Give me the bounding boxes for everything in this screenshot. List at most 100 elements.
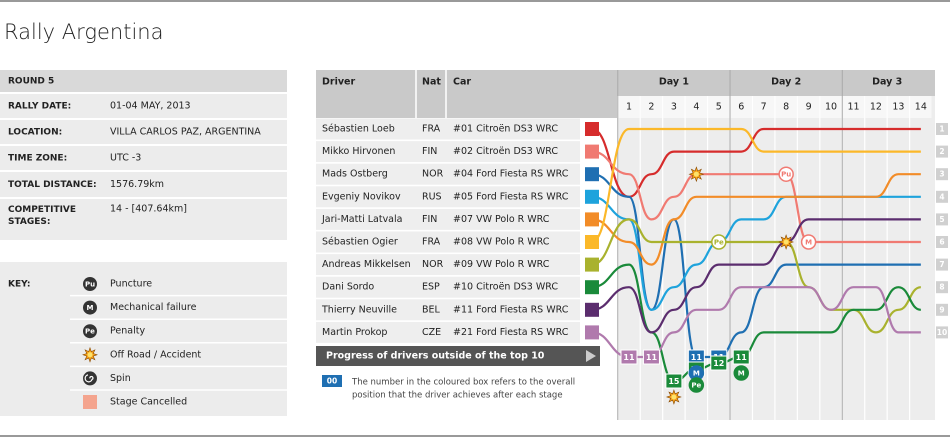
driver-nat: NOR [422, 169, 444, 180]
column-header: Driver [322, 77, 355, 88]
event-icon [800, 234, 817, 250]
info-row [0, 94, 287, 118]
rank-label: 6 [939, 238, 944, 247]
rank-box [936, 213, 948, 226]
rank-label: 4 [939, 192, 944, 201]
rank-box [936, 258, 948, 271]
driver-car: #04 Ford Fiesta RS WRC [453, 169, 569, 180]
event-icon-text: Pu [781, 171, 791, 179]
info-value: 01-04 MAY, 2013 [110, 101, 191, 112]
progress-bar [316, 346, 600, 366]
stage-cell [842, 96, 865, 118]
driver-name: Mikko Hirvonen [322, 146, 395, 157]
driver-row [316, 254, 580, 276]
rank-label: 7 [939, 260, 944, 269]
position-line [591, 173, 921, 266]
driver-car: #11 Ford Fiesta RS WRC [453, 304, 569, 315]
position-line [591, 127, 921, 198]
info-value: UTC -3 [110, 153, 141, 164]
driver-car: #02 Citroën DS3 WRC [453, 146, 558, 157]
event-icon-text: M [693, 370, 700, 378]
start-box [585, 302, 599, 317]
stage-label: 1 [626, 102, 632, 113]
key-label: Puncture [110, 279, 152, 290]
key-icon [83, 324, 97, 339]
rank-box [936, 168, 948, 181]
stage-cell [730, 96, 752, 118]
driver-car: #09 VW Polo R WRC [453, 259, 550, 270]
position-box-text: 11 [646, 353, 658, 362]
stage-label: 9 [806, 102, 812, 113]
driver-nat: CZE [422, 327, 441, 338]
stage-label: 2 [648, 102, 654, 113]
start-box [585, 144, 599, 159]
position-line [591, 127, 921, 244]
rank-box [936, 281, 948, 294]
start-box [585, 189, 599, 204]
event-icon-text: M [805, 239, 812, 247]
driver-car: #10 Citroën DS3 WRC [453, 282, 558, 293]
driver-row [316, 276, 580, 298]
start-box [585, 257, 599, 272]
event-icon-text: M [738, 370, 745, 378]
day-label: Day 3 [872, 77, 902, 88]
info-label: TIME ZONE: [8, 154, 67, 164]
driver-car: #01 Citroën DS3 WRC [453, 124, 558, 135]
stage-cell [797, 96, 820, 118]
stage-cell [618, 96, 640, 118]
event-icon-text: Pe [714, 239, 724, 247]
event-icon-text: Pe [691, 382, 701, 390]
driver-row [316, 299, 580, 321]
info-value: 14 - [407.64km] [110, 204, 187, 215]
plot-bg [617, 96, 935, 420]
driver-name: Jari-Matti Latvala [321, 214, 402, 225]
driver-nat: BEL [422, 304, 441, 315]
start-box [585, 212, 599, 227]
driver-nat: FIN [422, 146, 437, 157]
start-box [585, 122, 599, 136]
stage-cell [640, 96, 663, 118]
title: Rally Argentina [4, 20, 163, 44]
info-row [0, 70, 287, 92]
info-row [0, 120, 287, 144]
position-box-text: 11 [691, 353, 703, 362]
stage-label: 10 [825, 102, 837, 113]
driver-nat: FIN [422, 214, 437, 225]
key-icon [83, 277, 97, 291]
event-icon [711, 234, 727, 250]
driver-name: Sébastien Loeb [322, 124, 395, 135]
rank-label: 9 [939, 305, 944, 314]
progress-arrow [586, 350, 596, 362]
start-box [585, 235, 599, 249]
key-icon-text: Pu [85, 281, 95, 289]
note-text: The number in the coloured box refers to… [351, 378, 575, 388]
key-label: Mechanical failure [110, 302, 197, 313]
event-icon [693, 171, 699, 177]
stage-cell [775, 96, 797, 118]
info-label: LOCATION: [8, 128, 62, 138]
driver-nat: ESP [422, 282, 440, 293]
stage-cell [708, 96, 730, 118]
stage-label: 6 [738, 102, 744, 113]
key-icon [83, 395, 97, 409]
key-icon [83, 300, 97, 315]
stage-cell [685, 96, 707, 118]
driver-row [316, 141, 580, 163]
stage-cell [820, 96, 842, 118]
position-box [665, 373, 683, 389]
stage-label: 5 [716, 102, 722, 113]
note-box-text: 00 [327, 377, 337, 386]
event-icon [783, 239, 789, 245]
rank-box [936, 326, 948, 339]
driver-car: #08 VW Polo R WRC [453, 237, 550, 248]
driver-row [316, 321, 580, 343]
stage-label: 14 [915, 102, 927, 113]
driver-name: Dani Sordo [322, 282, 374, 293]
driver-row [316, 231, 580, 253]
key-icon-text: Pe [85, 328, 95, 336]
stage-cell [910, 96, 932, 118]
driver-row [316, 186, 580, 208]
stage-cell [887, 96, 910, 118]
key-icon-text: M [87, 304, 94, 312]
info-value: VILLA CARLOS PAZ, ARGENTINA [110, 127, 261, 138]
